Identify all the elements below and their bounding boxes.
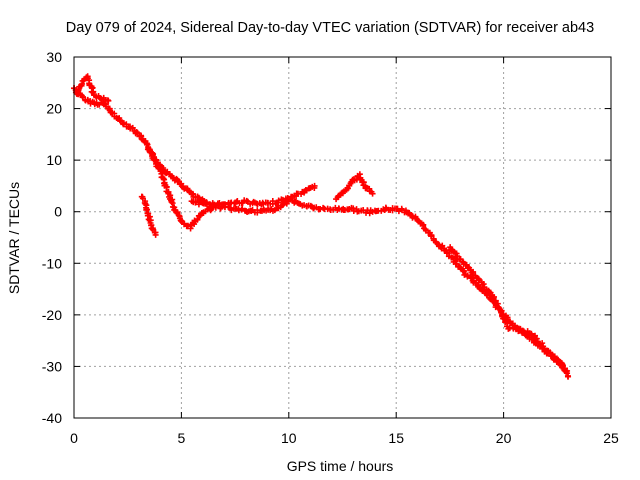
y-tick-label: -20 bbox=[42, 307, 62, 323]
x-axis-title: GPS time / hours bbox=[287, 458, 394, 474]
tick-labels: 0 5 10 15 20 25 -40 -30 -20 -10 0 10 20 30 bbox=[42, 49, 619, 446]
data-marker bbox=[116, 117, 123, 124]
data-marker bbox=[490, 293, 497, 300]
data-marker bbox=[152, 231, 159, 238]
data-marker bbox=[90, 88, 97, 95]
chart-title: Day 079 of 2024, Sidereal Day-to-day VTE… bbox=[66, 20, 594, 36]
data-marker bbox=[105, 97, 112, 104]
series-track-5-hump bbox=[188, 182, 318, 216]
y-axis-title: SDTVAR / TECUs bbox=[6, 182, 22, 294]
data-marker bbox=[539, 340, 546, 347]
data-marker bbox=[533, 335, 540, 342]
data-marker bbox=[554, 357, 561, 364]
x-tick-label: 5 bbox=[178, 430, 186, 446]
data-marker bbox=[409, 214, 416, 221]
x-tick-label: 25 bbox=[603, 430, 619, 446]
data-marker bbox=[311, 182, 318, 189]
data-marker bbox=[134, 129, 141, 136]
y-tick-label: 20 bbox=[46, 101, 62, 117]
y-tick-label: 0 bbox=[54, 204, 62, 220]
data-marker bbox=[133, 129, 140, 136]
y-tick-label: 30 bbox=[46, 49, 62, 65]
data-marker bbox=[178, 217, 185, 224]
x-tick-label: 10 bbox=[281, 430, 297, 446]
y-tick-label: -40 bbox=[42, 410, 62, 426]
data-marker bbox=[565, 373, 572, 380]
series-track-2-upper-start bbox=[73, 73, 112, 104]
data-marker bbox=[144, 141, 151, 148]
data-marker bbox=[369, 190, 376, 197]
series-track-4-short-segment bbox=[138, 193, 159, 238]
data-markers bbox=[70, 73, 572, 380]
axis-ticks bbox=[73, 56, 612, 419]
series-track-7-late-parallel bbox=[447, 244, 572, 380]
data-marker bbox=[203, 201, 210, 208]
series-track-1-main-trend bbox=[70, 85, 569, 375]
y-tick-label: -30 bbox=[42, 358, 62, 374]
data-marker bbox=[498, 309, 505, 316]
x-tick-label: 15 bbox=[388, 430, 404, 446]
data-marker bbox=[194, 216, 201, 222]
plot-frame bbox=[73, 56, 612, 419]
y-tick-label: -10 bbox=[42, 255, 62, 271]
x-tick-label: 20 bbox=[496, 430, 512, 446]
series-track-6-bump bbox=[333, 171, 376, 203]
data-marker bbox=[195, 201, 202, 208]
data-marker bbox=[168, 199, 175, 206]
y-tick-label: 10 bbox=[46, 152, 62, 168]
x-tick-label: 0 bbox=[70, 430, 78, 446]
grid bbox=[74, 57, 611, 418]
